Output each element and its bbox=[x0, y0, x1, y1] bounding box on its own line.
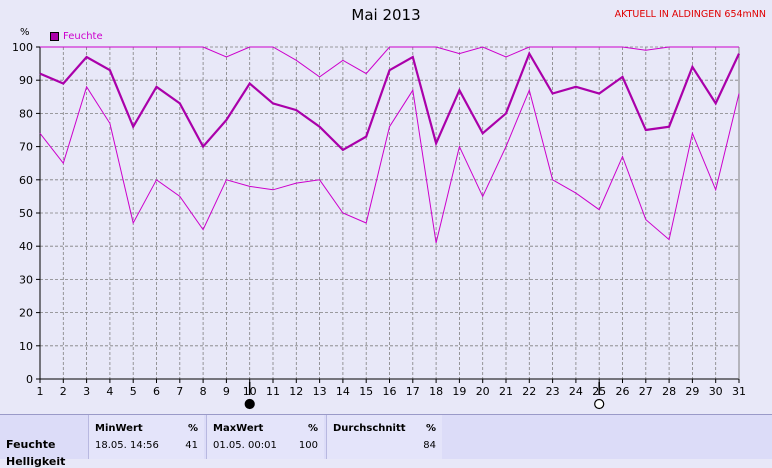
x-tick-label: 31 bbox=[732, 385, 746, 398]
y-tick-label: 0 bbox=[26, 373, 33, 386]
stats-row-label-2: Helligkeit bbox=[6, 455, 66, 468]
series-line-min bbox=[39, 85, 740, 244]
y-tick-label: 30 bbox=[19, 273, 33, 286]
y-tick-label: 90 bbox=[19, 74, 33, 87]
x-tick-label: 17 bbox=[406, 385, 420, 398]
y-tick-label: 50 bbox=[19, 207, 33, 220]
max-header: MaxWert bbox=[213, 423, 264, 434]
x-tick-label: 29 bbox=[685, 385, 699, 398]
y-tick-label: 60 bbox=[19, 174, 33, 187]
full-moon-icon bbox=[594, 398, 605, 410]
x-tick-label: 19 bbox=[452, 385, 466, 398]
x-tick-label: 8 bbox=[200, 385, 207, 398]
y-tick-label: 70 bbox=[19, 141, 33, 154]
y-tick-label: 10 bbox=[19, 340, 33, 353]
x-tick-label: 11 bbox=[266, 385, 280, 398]
avg-header: Durchschnitt bbox=[333, 423, 406, 434]
chart-title: Mai 2013 bbox=[351, 6, 421, 24]
avg-cell: Durchschnitt % 84 bbox=[326, 415, 442, 459]
max-unit: % bbox=[307, 423, 318, 434]
y-axis-unit: % bbox=[20, 27, 30, 38]
x-tick-label: 27 bbox=[639, 385, 653, 398]
x-tick-label: 22 bbox=[522, 385, 536, 398]
x-tick-label: 9 bbox=[223, 385, 230, 398]
x-tick-label: 3 bbox=[83, 385, 90, 398]
x-tick-label: 1 bbox=[37, 385, 44, 398]
status-label: AKTUELL IN ALDINGEN 654mNN bbox=[614, 9, 766, 20]
new-moon-icon bbox=[244, 398, 255, 410]
series-line-mean bbox=[39, 51, 740, 152]
legend-swatch bbox=[50, 32, 59, 41]
x-tick-label: 6 bbox=[153, 385, 160, 398]
x-tick-label: 16 bbox=[383, 385, 397, 398]
x-tick-label: 12 bbox=[289, 385, 303, 398]
x-tick-label: 4 bbox=[106, 385, 113, 398]
x-tick-label: 7 bbox=[176, 385, 183, 398]
x-tick-label: 15 bbox=[359, 385, 373, 398]
x-tick-label: 21 bbox=[499, 385, 513, 398]
min-unit: % bbox=[187, 423, 198, 434]
x-tick-label: 24 bbox=[569, 385, 583, 398]
min-cell: MinWert % 18.05. 14:56 41 bbox=[88, 415, 204, 459]
y-tick-label: 80 bbox=[19, 107, 33, 120]
x-tick-label: 20 bbox=[476, 385, 490, 398]
x-tick-label: 30 bbox=[709, 385, 723, 398]
min-value: 41 bbox=[185, 440, 198, 451]
x-tick-label: 23 bbox=[546, 385, 560, 398]
x-tick-label: 28 bbox=[662, 385, 676, 398]
x-tick-label: 13 bbox=[313, 385, 327, 398]
x-tick-label: 5 bbox=[130, 385, 137, 398]
legend: Feuchte bbox=[50, 31, 103, 42]
x-tick-label: 18 bbox=[429, 385, 443, 398]
x-tick-label: 14 bbox=[336, 385, 350, 398]
x-tick-label: 2 bbox=[60, 385, 67, 398]
x-tick-label: 26 bbox=[616, 385, 630, 398]
stats-panel: Feuchte Helligkeit MinWert % 18.05. 14:5… bbox=[0, 414, 772, 468]
y-tick-label: 40 bbox=[19, 240, 33, 253]
legend-label: Feuchte bbox=[63, 31, 103, 42]
max-time: 01.05. 00:01 bbox=[213, 440, 277, 451]
y-tick-label: 20 bbox=[19, 307, 33, 320]
series-line-max bbox=[40, 46, 739, 78]
max-cell: MaxWert % 01.05. 00:01 100 bbox=[206, 415, 324, 459]
avg-unit: % bbox=[425, 423, 436, 434]
min-time: 18.05. 14:56 bbox=[95, 440, 159, 451]
min-header: MinWert bbox=[95, 423, 143, 434]
stats-row-label: Feuchte bbox=[6, 438, 56, 451]
avg-value: 84 bbox=[423, 440, 436, 451]
y-tick-label: 100 bbox=[12, 41, 33, 54]
max-value: 100 bbox=[298, 440, 318, 451]
